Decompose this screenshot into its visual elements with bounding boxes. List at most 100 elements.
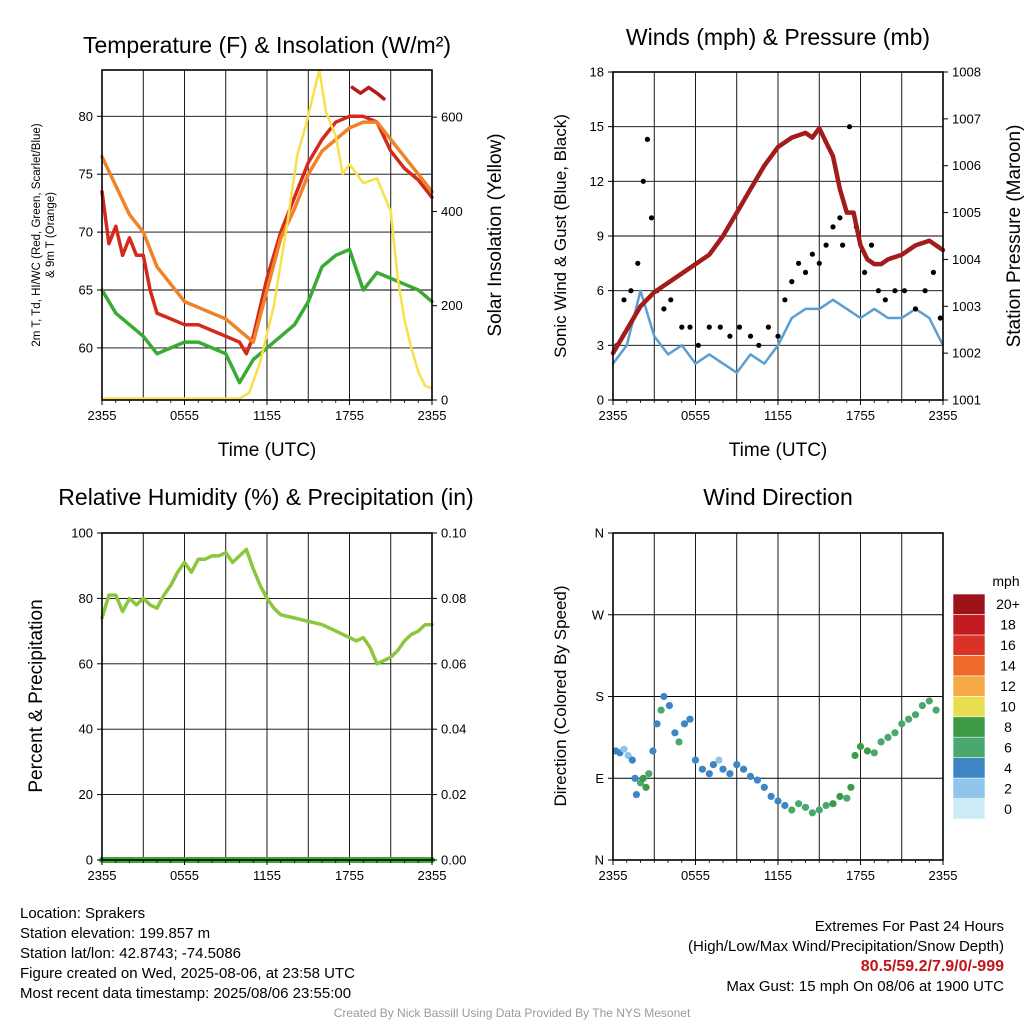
extremes-subtitle: (High/Low/Max Wind/Precipitation/Snow De… <box>688 938 1004 955</box>
winds-gust-point <box>816 260 822 266</box>
direction-point <box>653 720 661 728</box>
direction-point <box>905 715 913 723</box>
colorbar-swatch <box>952 655 986 677</box>
winds-gust-point <box>695 342 701 348</box>
temperature-y2tick-label: 0 <box>441 393 448 408</box>
winds-gust-point <box>912 306 919 312</box>
temperature-y2tick-label: 400 <box>441 204 463 219</box>
direction-point <box>808 809 817 817</box>
temperature-series-2m-t <box>100 114 434 356</box>
temperature-series-9m-t <box>100 120 434 344</box>
humidity-xtick-label: 2355 <box>88 868 117 883</box>
winds-gust-point <box>687 324 693 330</box>
winds-gust-point <box>765 324 772 330</box>
temperature-ytick-label: 70 <box>79 225 93 240</box>
winds-gust-point <box>756 342 762 348</box>
max-gust-text: Max Gust: 15 mph On 08/06 at 1900 UTC <box>726 978 1004 995</box>
colorbar-label: 12 <box>1000 678 1016 694</box>
direction-point <box>847 783 855 791</box>
direction-xtick-label: 0555 <box>681 868 710 883</box>
winds-gust-point <box>679 324 685 330</box>
extremes-values: 80.5/59.2/7.9/0/-999 <box>860 958 1004 975</box>
direction-point <box>632 791 641 799</box>
direction-point <box>932 706 940 714</box>
winds-gust-point <box>796 260 802 266</box>
humidity-ytick-label: 0 <box>86 853 93 868</box>
elevation-text: Station elevation: 199.857 m <box>20 925 211 942</box>
winds-gust-point <box>747 333 754 339</box>
winds-gust-point <box>882 297 888 303</box>
winds-xlabel: Time (UTC) <box>729 440 828 461</box>
direction-point <box>918 702 927 710</box>
temperature-panel: 60 65 70 75 80 0 200 400 600 2355 0555 1155 1755 2355… <box>31 32 506 461</box>
winds-gust-point <box>727 333 733 339</box>
temperature-y2tick-label: 200 <box>441 298 463 313</box>
winds-ytick-label: 9 <box>597 229 604 244</box>
direction-point <box>856 742 865 751</box>
direction-point <box>815 806 823 814</box>
direction-point <box>829 800 837 808</box>
winds-panel: 0 3 6 9 12 15 18 1001 1002 1003 1004 1005 1006 1007 10… <box>551 24 1024 461</box>
temperature-y2tick-label: 600 <box>441 110 463 125</box>
direction-point <box>891 729 899 737</box>
winds-gust-point <box>621 297 627 303</box>
temperature-series-heat-index <box>350 85 386 101</box>
colorbar-swatch <box>952 736 986 759</box>
humidity-ytick-label: 60 <box>79 656 93 671</box>
direction-point <box>660 692 668 701</box>
colorbar-label: 20+ <box>996 596 1020 612</box>
humidity-ylabel: Percent & Precipitation <box>26 599 47 792</box>
colorbar-label: 16 <box>1000 637 1016 653</box>
colorbar-title: mph <box>992 573 1019 589</box>
direction-point <box>801 803 810 811</box>
winds-gust-point <box>782 297 788 303</box>
recent-text: Most recent data timestamp: 2025/08/06 2… <box>20 985 352 1002</box>
winds-gust-point <box>809 251 816 257</box>
direction-point <box>628 756 636 764</box>
direction-point <box>733 761 741 769</box>
winds-gust-point <box>706 324 712 330</box>
winds-ytick-label: 18 <box>590 65 604 80</box>
colorbar-swatch <box>952 634 986 656</box>
winds-gust-point <box>830 224 836 230</box>
direction-ytick-label: N <box>595 526 604 541</box>
colorbar-swatch <box>952 757 986 779</box>
direction-point <box>715 756 723 764</box>
winds-gust-point <box>644 136 651 142</box>
winds-gust-point <box>862 269 868 275</box>
direction-point <box>649 747 657 755</box>
temperature-ytick-label: 60 <box>79 340 93 355</box>
direction-point <box>657 706 665 714</box>
direction-point <box>911 711 920 719</box>
humidity-y2tick-label: 0.08 <box>441 591 466 606</box>
winds-xtick-label: 1755 <box>846 408 875 423</box>
humidity-xtick-label: 1155 <box>253 868 281 883</box>
colorbar-label: 8 <box>1004 719 1012 735</box>
winds-xtick-label: 2355 <box>929 408 958 423</box>
humidity-y2tick-label: 0.10 <box>441 526 466 541</box>
direction-xtick-label: 2355 <box>599 868 628 883</box>
latlon-text: Station lat/lon: 42.8743; -74.5086 <box>20 945 242 962</box>
winds-gust-point <box>640 178 646 184</box>
extremes-panel: Extremes For Past 24 Hours (High/Low/Max… <box>688 917 1004 997</box>
winds-y2tick-label: 1002 <box>952 346 981 361</box>
winds-gust-point <box>717 324 723 330</box>
winds-gust-point <box>846 124 853 130</box>
colorbar-label: 4 <box>1004 760 1012 776</box>
direction-ytick-label: W <box>592 607 605 622</box>
direction-point <box>788 806 796 814</box>
humidity-y2tick-label: 0.02 <box>441 787 466 802</box>
humidity-ytick-label: 40 <box>79 722 93 737</box>
winds-gust-point <box>892 288 898 294</box>
colorbar-swatch <box>952 777 986 799</box>
humidity-ytick-label: 80 <box>79 591 93 606</box>
direction-point <box>863 747 872 755</box>
direction-ytick-label: E <box>595 771 604 786</box>
humidity-y2tick-label: 0.00 <box>441 853 466 868</box>
winds-ytick-label: 3 <box>597 338 604 353</box>
winds-gust-point <box>823 242 829 248</box>
direction-point <box>884 733 892 742</box>
temperature-ylabel-line1: 2m T, Td, HI/WC (Red, Green, Scarlet/Blu… <box>31 123 43 346</box>
winds-y2label: Station Pressure (Maroon) <box>1004 125 1024 348</box>
